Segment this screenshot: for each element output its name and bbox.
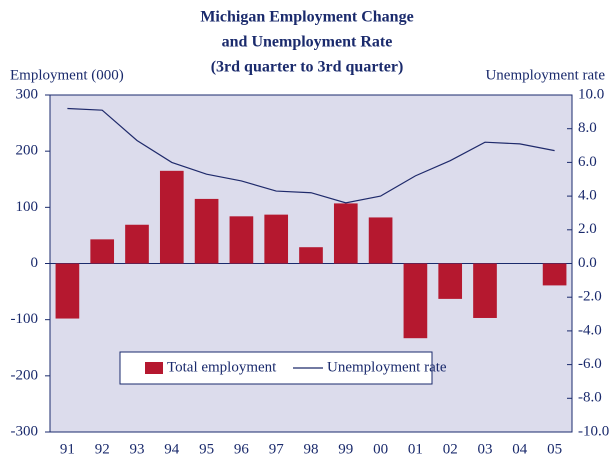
bar — [264, 214, 289, 264]
x-tick-label: 02 — [443, 441, 458, 457]
bar — [403, 263, 428, 339]
bar — [438, 263, 463, 299]
y-tick-label: -100 — [11, 311, 39, 327]
bar — [125, 224, 149, 264]
x-tick-label: 04 — [512, 441, 528, 457]
bar — [229, 216, 254, 264]
chart-title: and Unemployment Rate — [222, 34, 393, 51]
x-tick-label: 95 — [199, 441, 214, 457]
x-tick-label: 05 — [547, 441, 562, 457]
y2-tick-label: -2.0 — [578, 289, 602, 305]
y-tick-label: 200 — [16, 143, 39, 159]
bar — [368, 217, 393, 264]
y-axis-label: Employment (000) — [10, 67, 124, 83]
legend-box — [119, 351, 433, 385]
y-tick-label: 0 — [31, 255, 39, 271]
legend-label: Total employment — [167, 359, 277, 375]
x-tick-label: 94 — [164, 441, 180, 457]
bar — [159, 170, 184, 264]
bar — [90, 239, 115, 264]
legend-swatch — [145, 362, 163, 374]
y2-tick-label: -8.0 — [578, 390, 602, 406]
y2-tick-label: -4.0 — [578, 322, 602, 338]
y-tick-label: 100 — [16, 199, 39, 215]
x-tick-label: 91 — [60, 441, 75, 457]
x-tick-label: 00 — [373, 441, 388, 457]
y2-tick-label: 6.0 — [578, 154, 597, 170]
x-tick-label: 03 — [478, 441, 493, 457]
bar — [333, 203, 358, 264]
chart-title: Michigan Employment Change — [200, 9, 413, 26]
x-tick-label: 98 — [304, 441, 319, 457]
line — [67, 107, 555, 204]
x-tick-label: 92 — [95, 441, 110, 457]
bar — [299, 247, 323, 264]
y2-tick-label: 0.0 — [578, 255, 597, 271]
legend-label: Unemployment rate — [327, 359, 447, 375]
y-tick-label: -200 — [11, 367, 39, 383]
y2-tick-label: -6.0 — [578, 356, 602, 372]
bar — [542, 263, 567, 286]
x-tick-label: 93 — [130, 441, 145, 457]
y2-tick-label: 4.0 — [578, 188, 597, 204]
y2-tick-label: 2.0 — [578, 221, 597, 237]
x-tick-label: 01 — [408, 441, 423, 457]
y2-tick-label: 8.0 — [578, 120, 597, 136]
y2-tick-label: -10.0 — [578, 423, 609, 439]
chart-title: (3rd quarter to 3rd quarter) — [211, 59, 404, 76]
bar — [55, 263, 80, 319]
x-tick-label: 96 — [234, 441, 250, 457]
y-tick-label: 300 — [16, 86, 39, 102]
x-tick-label: 97 — [269, 441, 285, 457]
y2-tick-label: 10.0 — [578, 86, 604, 102]
bar — [473, 263, 497, 318]
bar — [194, 198, 219, 264]
x-tick-label: 99 — [338, 441, 353, 457]
y-tick-label: -300 — [11, 423, 39, 439]
y2-axis-label: Unemployment rate — [485, 67, 605, 83]
